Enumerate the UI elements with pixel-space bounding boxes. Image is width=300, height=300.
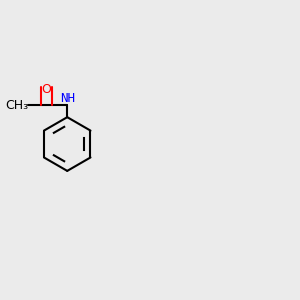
Text: O: O <box>41 83 51 96</box>
Text: NH: NH <box>60 92 75 105</box>
Text: CH₃: CH₃ <box>5 99 28 112</box>
